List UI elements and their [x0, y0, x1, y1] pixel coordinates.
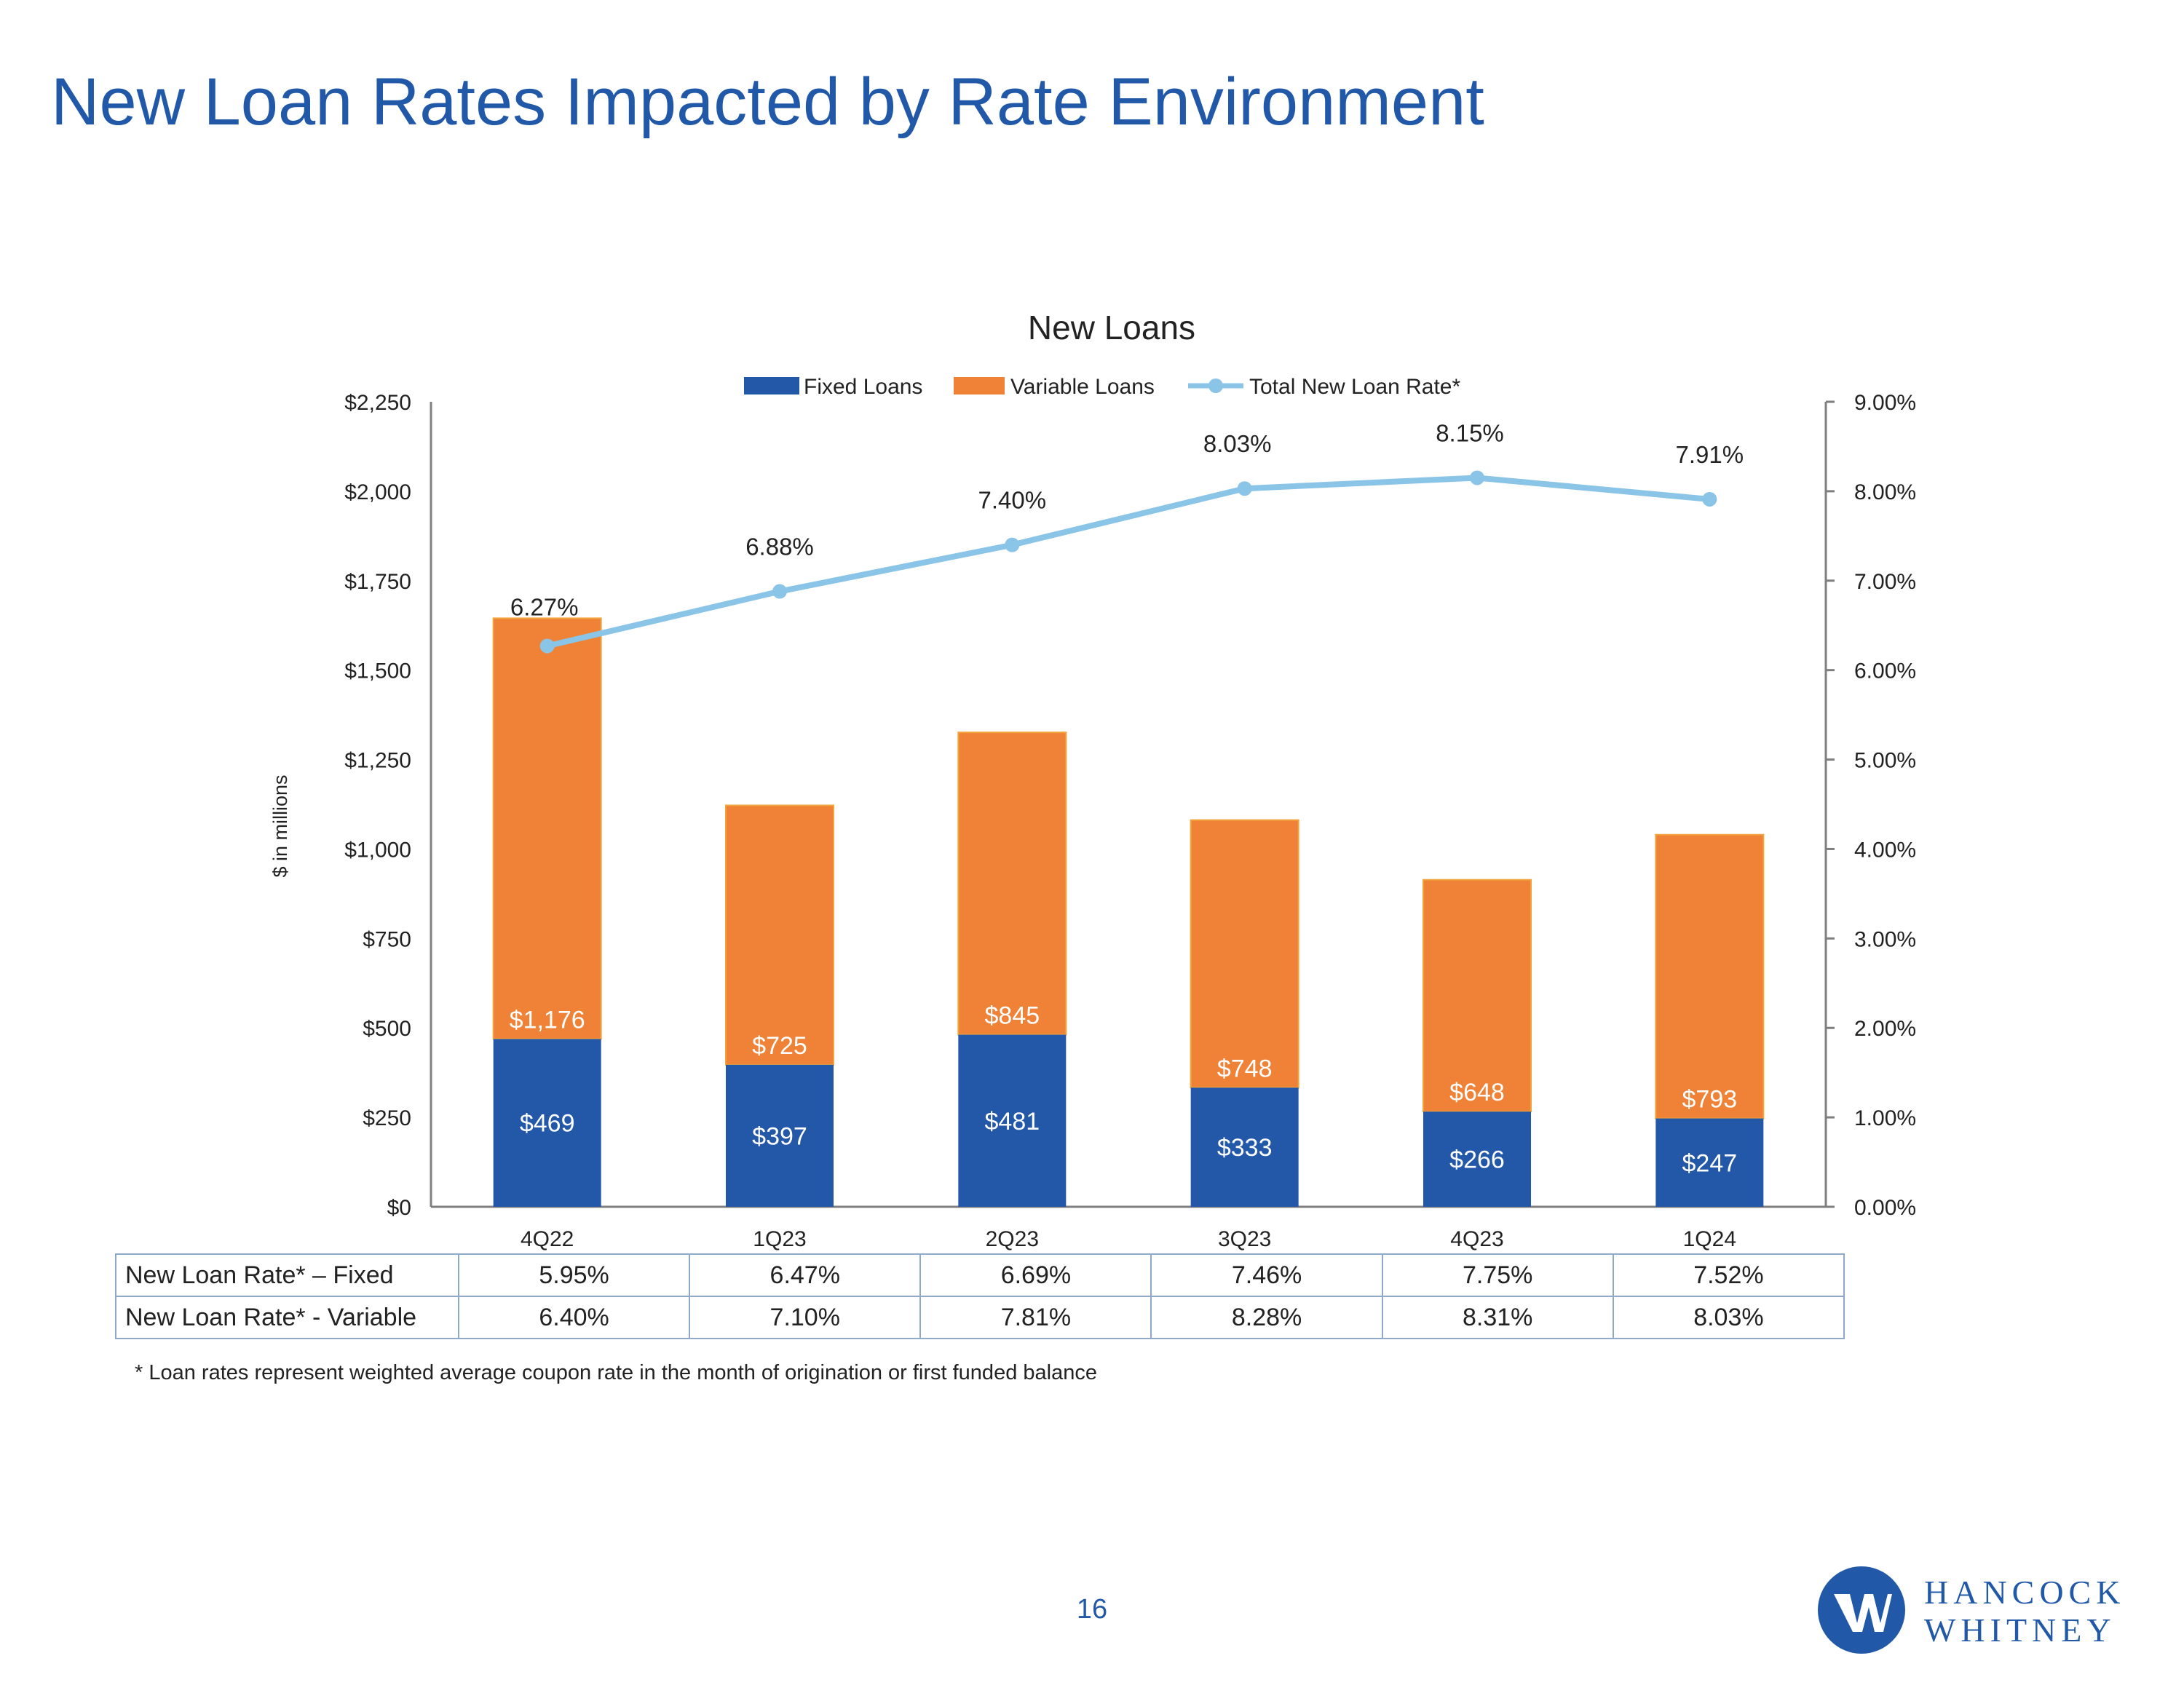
table-cell: 6.47%	[689, 1253, 922, 1297]
bar-fixed	[958, 1034, 1067, 1207]
bar-variable	[1423, 879, 1532, 1113]
legend-label: Total New Loan Rate*	[1249, 375, 1460, 399]
rate-point	[539, 638, 555, 654]
table-row-fixed-rate: New Loan Rate* – Fixed 5.95% 6.47% 6.69%…	[115, 1253, 1845, 1297]
y-tick-label: $2,250	[344, 391, 411, 415]
x-tick-label: 2Q23	[986, 1227, 1039, 1251]
footnote: * Loan rates represent weighted average …	[135, 1361, 1097, 1384]
rate-label: 7.91%	[1676, 441, 1744, 468]
x-tick-label: 1Q24	[1683, 1227, 1736, 1251]
y2-tick-label: 7.00%	[1854, 570, 1916, 594]
table-row-variable-rate: New Loan Rate* - Variable 6.40% 7.10% 7.…	[115, 1296, 1845, 1339]
y-tick-label: $750	[363, 927, 411, 951]
x-tick-label: 4Q22	[521, 1227, 574, 1251]
data-label-variable: $845	[985, 1002, 1040, 1030]
bar-fixed	[1655, 1118, 1764, 1207]
y2-tick-label: 2.00%	[1854, 1017, 1916, 1041]
table-cell: 6.69%	[919, 1253, 1152, 1297]
legend-swatch-marker	[1208, 378, 1223, 393]
bar-variable	[957, 732, 1067, 1036]
data-label-variable: $725	[752, 1032, 807, 1060]
y2-tick-label: 1.00%	[1854, 1106, 1916, 1130]
legend-swatch-variable	[954, 377, 1005, 395]
logo-line-2: WHITNEY	[1924, 1611, 2116, 1649]
y-tick-label: $0	[387, 1196, 411, 1220]
rate-label: 6.88%	[745, 534, 814, 560]
table-cell: 7.46%	[1150, 1253, 1383, 1297]
table-cell: 7.81%	[919, 1296, 1152, 1339]
rate-point	[1237, 481, 1252, 496]
table-cell: 7.52%	[1612, 1253, 1845, 1297]
table-cell: 7.75%	[1381, 1253, 1614, 1297]
legend-label: Variable Loans	[1010, 375, 1155, 399]
logo-line-1: HANCOCK	[1924, 1574, 2126, 1611]
data-label-variable: $748	[1217, 1055, 1273, 1082]
y2-tick-label: 3.00%	[1854, 927, 1916, 951]
y-tick-label: $1,750	[344, 570, 411, 594]
legend-swatch-fixed	[744, 377, 799, 395]
data-label-variable: $793	[1682, 1086, 1738, 1114]
bar-variable	[1655, 833, 1765, 1119]
data-label-variable: $1,176	[510, 1006, 585, 1034]
data-label-fixed: $333	[1217, 1134, 1273, 1162]
data-label-fixed: $247	[1682, 1149, 1738, 1177]
bar-fixed	[493, 1039, 601, 1207]
y-tick-label: $1,500	[344, 659, 411, 683]
y-tick-label: $250	[363, 1106, 411, 1130]
bar-fixed	[726, 1064, 834, 1207]
y2-tick-label: 0.00%	[1854, 1196, 1916, 1220]
rate-label: 8.15%	[1436, 419, 1504, 446]
row-label: New Loan Rate* – Fixed	[115, 1253, 459, 1297]
bar-variable	[725, 804, 834, 1066]
rate-label: 7.40%	[978, 487, 1047, 514]
y2-tick-label: 9.00%	[1854, 391, 1916, 415]
data-label-fixed: $266	[1449, 1146, 1505, 1174]
page-number: 16	[1076, 1594, 1108, 1625]
chart-title: New Loans	[1028, 309, 1195, 346]
y2-tick-label: 4.00%	[1854, 838, 1916, 862]
legend-label: Fixed Loans	[804, 375, 922, 399]
row-label: New Loan Rate* - Variable	[115, 1296, 459, 1339]
table-cell: 8.28%	[1150, 1296, 1383, 1339]
rate-point	[1470, 470, 1484, 485]
hancock-whitney-logo-icon	[1818, 1566, 1905, 1654]
y-tick-label: $1,250	[344, 749, 411, 773]
table-cell: 8.31%	[1381, 1296, 1614, 1339]
x-tick-label: 4Q23	[1450, 1227, 1503, 1251]
hancock-whitney-logo: HANCOCK WHITNEY	[1816, 1565, 2166, 1660]
new-loan-rate-table: New Loan Rate* – Fixed 5.95% 6.47% 6.69%…	[115, 1253, 1845, 1339]
slide-title: New Loan Rates Impacted by Rate Environm…	[51, 65, 1484, 139]
rate-label: 6.27%	[510, 593, 579, 620]
y2-tick-label: 8.00%	[1854, 480, 1916, 504]
y2-tick-label: 6.00%	[1854, 659, 1916, 683]
data-label-fixed: $481	[985, 1108, 1040, 1135]
bar-fixed	[1423, 1111, 1531, 1207]
table-cell: 8.03%	[1612, 1296, 1845, 1339]
y-tick-label: $500	[363, 1017, 411, 1041]
logo-wordmark: HANCOCK WHITNEY	[1924, 1574, 2125, 1649]
data-label-fixed: $397	[752, 1122, 807, 1150]
rate-label: 8.03%	[1203, 430, 1272, 457]
y2-tick-label: 5.00%	[1854, 749, 1916, 773]
data-label-variable: $648	[1449, 1079, 1505, 1106]
table-cell: 7.10%	[689, 1296, 922, 1339]
table-cell: 6.40%	[457, 1296, 691, 1339]
table-cell: 5.95%	[457, 1253, 691, 1297]
bar-fixed	[1190, 1087, 1299, 1207]
y-axis-title: $ in millions	[269, 774, 291, 877]
new-loans-chart: New Loans Fixed Loans Variable Loans Total …	[269, 309, 1916, 1251]
bar-variable	[492, 617, 602, 1040]
data-label-fixed: $469	[520, 1110, 575, 1138]
bar-variable	[1190, 819, 1299, 1089]
rate-point	[1702, 491, 1717, 507]
y-tick-label: $2,000	[344, 480, 411, 504]
rate-point	[1005, 537, 1020, 552]
x-tick-label: 3Q23	[1218, 1227, 1271, 1251]
x-tick-label: 1Q23	[753, 1227, 806, 1251]
rate-line	[546, 475, 1710, 649]
y-tick-label: $1,000	[344, 838, 411, 862]
rate-point	[772, 584, 787, 599]
